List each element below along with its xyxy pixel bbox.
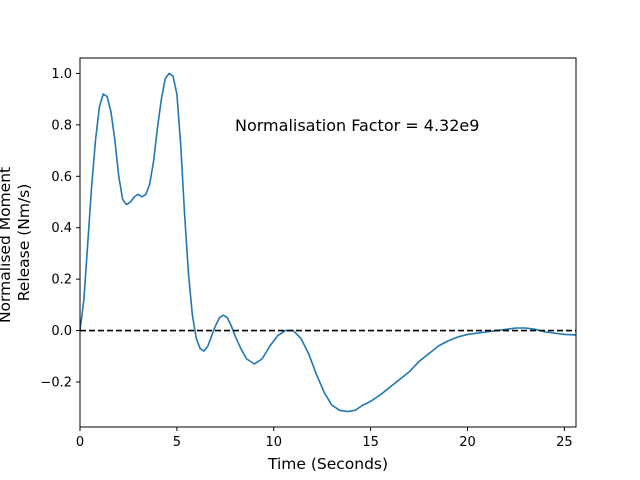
normalisation-annotation: Normalisation Factor = 4.32e9 [235,116,479,135]
y-tick-label: 0.2 [51,273,72,288]
y-tick-label: 0.4 [51,221,72,236]
y-tick-label: 1.0 [51,67,72,82]
plot-frame [79,57,577,428]
tick-layer: 0 5 10 15 20 25 −0.2 0.0 0.2 0.4 0.6 0.8 1.0 [40,67,572,450]
x-tick-label: 20 [459,435,476,450]
y-tick-label: 0.0 [51,324,72,339]
x-tick-label: 0 [76,435,84,450]
y-axis-label-line-2: Release (Nm/s) [15,184,33,302]
y-axis-label: Normalised Moment Release (Nm/s) [0,162,33,323]
x-tick-label: 5 [173,435,181,450]
plot-layer [79,72,577,413]
x-axis-label: Time (Seconds) [267,455,388,473]
x-tick-label: 15 [362,435,379,450]
y-tick-label: −0.2 [40,376,72,391]
y-axis-label-line-1: Normalised Moment [0,167,14,323]
y-tick-label: 0.6 [51,170,72,185]
x-tick-label: 10 [265,435,282,450]
y-tick-label: 0.8 [51,118,72,133]
x-tick-label: 25 [556,435,573,450]
